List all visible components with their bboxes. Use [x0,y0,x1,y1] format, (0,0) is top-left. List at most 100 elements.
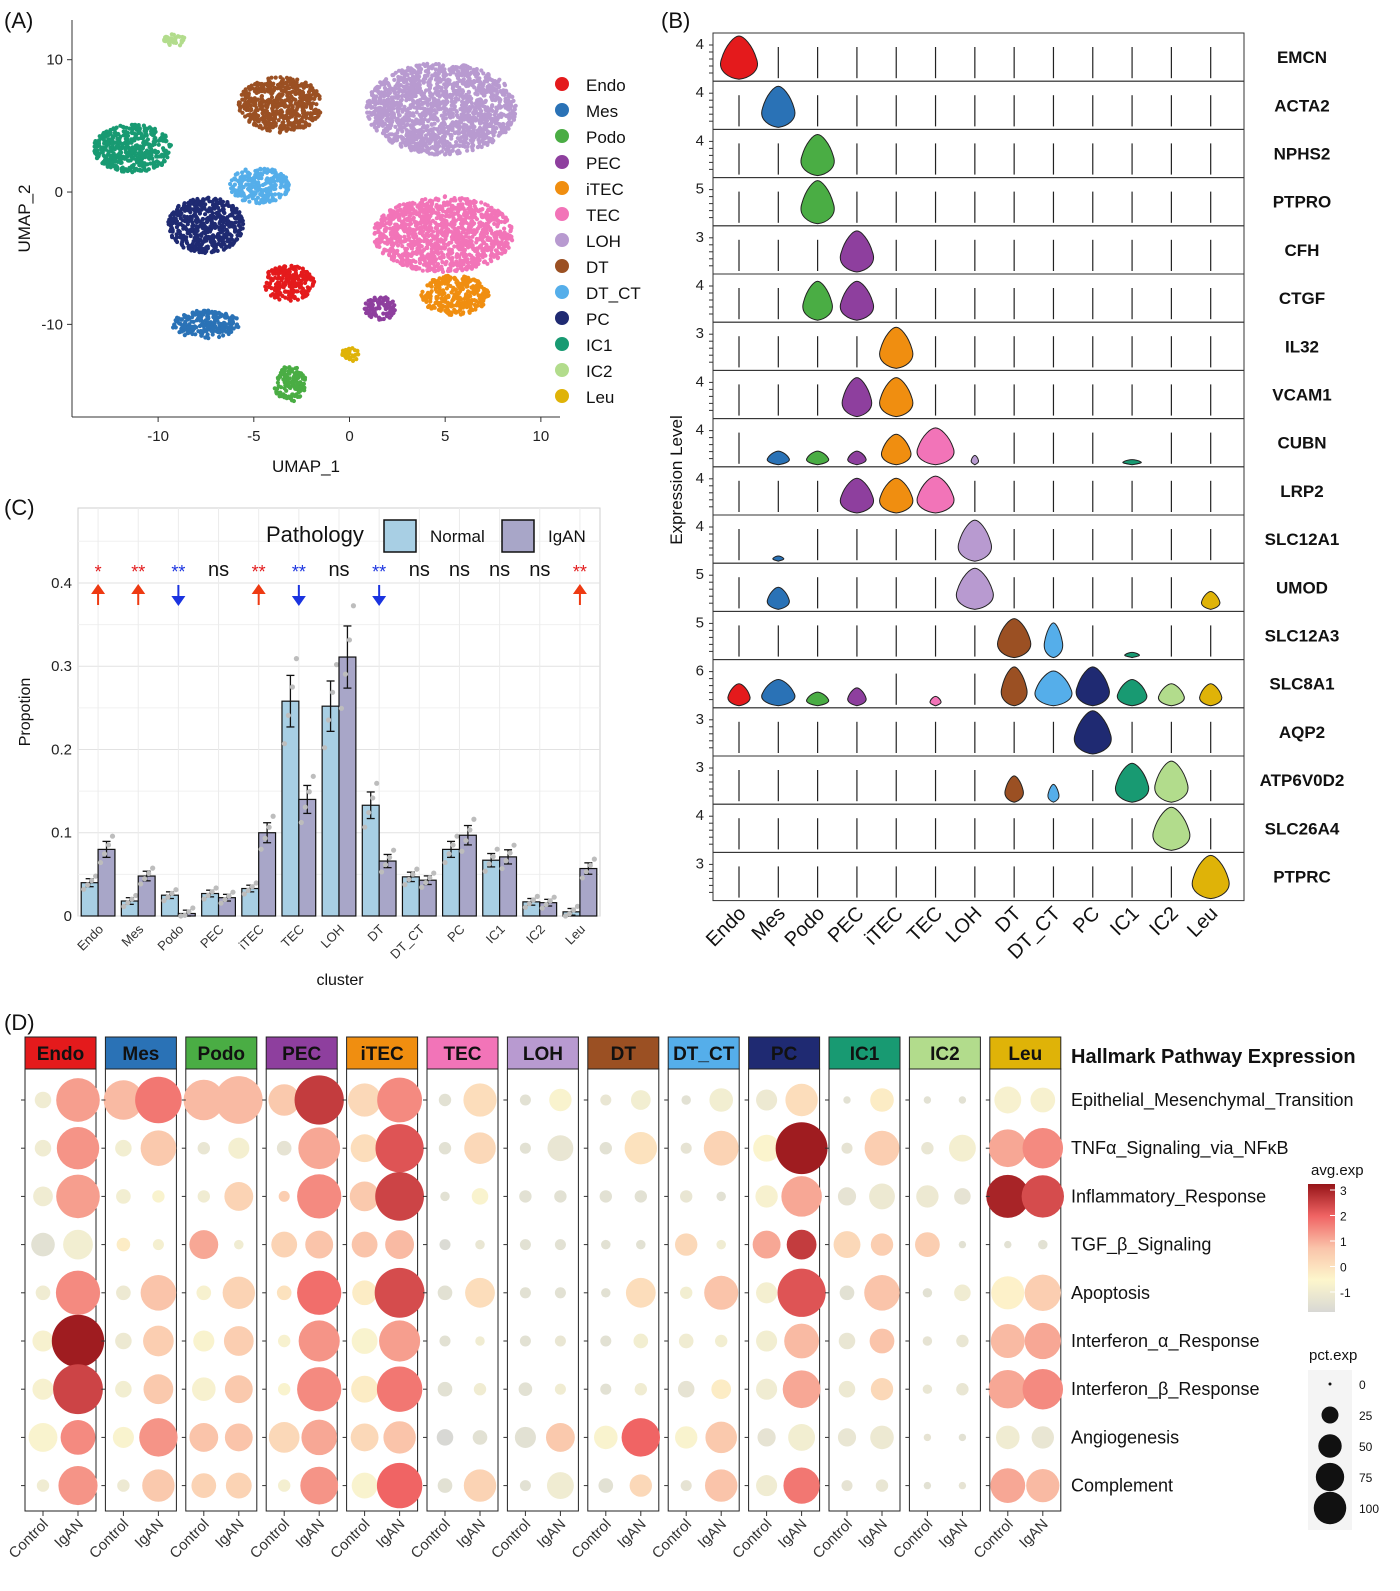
umap-point [253,168,258,174]
umap-point [389,312,394,317]
umap-point [451,197,456,202]
umap-point [283,282,288,287]
umap-point [479,294,484,299]
umap-point [458,289,463,294]
umap-point [453,268,458,273]
umap-point [184,314,189,319]
umap-point [423,95,428,100]
umap-point [488,238,493,243]
umap-point [177,321,182,326]
cluster-points-dt_ct [228,166,291,206]
umap-point [220,326,225,331]
umap-point [481,234,486,239]
umap-point [501,124,506,129]
umap-point [444,231,449,236]
umap-point [392,308,397,313]
umap-point [171,325,176,330]
umap-point [248,183,253,188]
umap-point [286,90,291,96]
umap-point [461,128,466,133]
umap-point [272,173,278,178]
umap-point [479,68,484,73]
umap-point [217,334,222,340]
cluster-points-mes [171,308,241,341]
umap-point [190,310,195,316]
umap-point [446,294,451,300]
umap-point [429,127,434,132]
umap-point [476,144,481,149]
umap-point [385,118,390,123]
umap-point [283,372,288,377]
umap-point [448,72,453,77]
umap-point [291,376,297,381]
umap-point [440,292,445,297]
umap-point [498,105,503,110]
umap-point [488,246,493,251]
umap-point [466,98,471,103]
umap-point [187,330,193,335]
umap-point [221,333,226,338]
umap-point [436,143,441,148]
umap-point [402,115,407,120]
umap-point [439,264,444,269]
umap-point [303,280,308,285]
umap-point [439,296,444,301]
umap-point [278,179,283,184]
umap-point [404,222,409,227]
umap-point [293,275,298,280]
umap-point [434,74,439,79]
umap-point [513,103,518,108]
umap-point [385,107,390,113]
umap-point [448,92,453,97]
umap-point [423,63,428,69]
umap-point [455,69,461,74]
umap-point [466,289,471,294]
umap-point [388,209,393,214]
umap-point [419,135,424,140]
umap-point [462,197,468,202]
umap-point [425,253,430,258]
umap-point [499,219,504,224]
umap-point [384,226,389,231]
umap-point [475,78,480,83]
umap-point [376,89,381,94]
umap-point [437,288,443,293]
umap-point [443,236,448,241]
umap-point [491,124,496,129]
umap-point [507,92,512,97]
umap-point [179,317,184,322]
umap-point [441,255,446,260]
umap-point [422,117,427,122]
umap-point [285,377,291,382]
umap-point [426,304,431,310]
umap-point [426,119,431,124]
umap-point [425,109,430,114]
umap-point [423,238,428,243]
umap-point [390,140,395,145]
umap-point [247,112,253,117]
umap-point [302,83,307,88]
umap-point [271,198,276,203]
umap-point [441,63,446,68]
umap-point [511,114,516,119]
umap-point [300,295,305,300]
umap-point [308,111,313,116]
cluster-points-endo [263,263,317,303]
umap-point [363,306,368,311]
umap-point [395,248,400,253]
umap-point [227,237,232,242]
umap-point [457,119,462,125]
umap-point [240,174,245,179]
umap-point [295,297,300,302]
umap-point [262,116,267,121]
umap-point [465,280,470,286]
umap-point [194,238,199,243]
umap-point [419,244,424,249]
umap-point [374,306,379,311]
umap-point [393,231,398,237]
umap-point [446,254,451,259]
umap-point [179,329,184,334]
umap-point [278,390,283,395]
umap-point [297,389,302,394]
umap-point [479,304,484,309]
